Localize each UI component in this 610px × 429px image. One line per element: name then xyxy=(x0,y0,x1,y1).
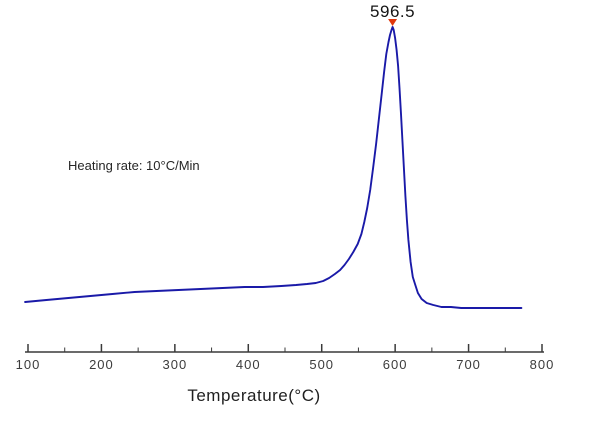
x-tick-label: 700 xyxy=(456,357,481,372)
x-tick-label: 500 xyxy=(309,357,335,372)
x-tick-label: 300 xyxy=(162,357,188,372)
x-tick-label: 200 xyxy=(89,357,114,372)
x-tick-label: 400 xyxy=(235,357,261,372)
peak-marker-icon xyxy=(388,19,398,26)
heating-rate-annotation: Heating rate: 10°C/Min xyxy=(68,158,200,173)
x-tick-label: 800 xyxy=(529,357,555,372)
x-axis-title: Temperature(°C) xyxy=(187,386,321,405)
dta-curve xyxy=(24,26,523,309)
x-tick-label: 100 xyxy=(15,357,41,372)
x-tick-label: 600 xyxy=(382,357,408,372)
peak-value-label: 596.5 xyxy=(370,2,416,21)
